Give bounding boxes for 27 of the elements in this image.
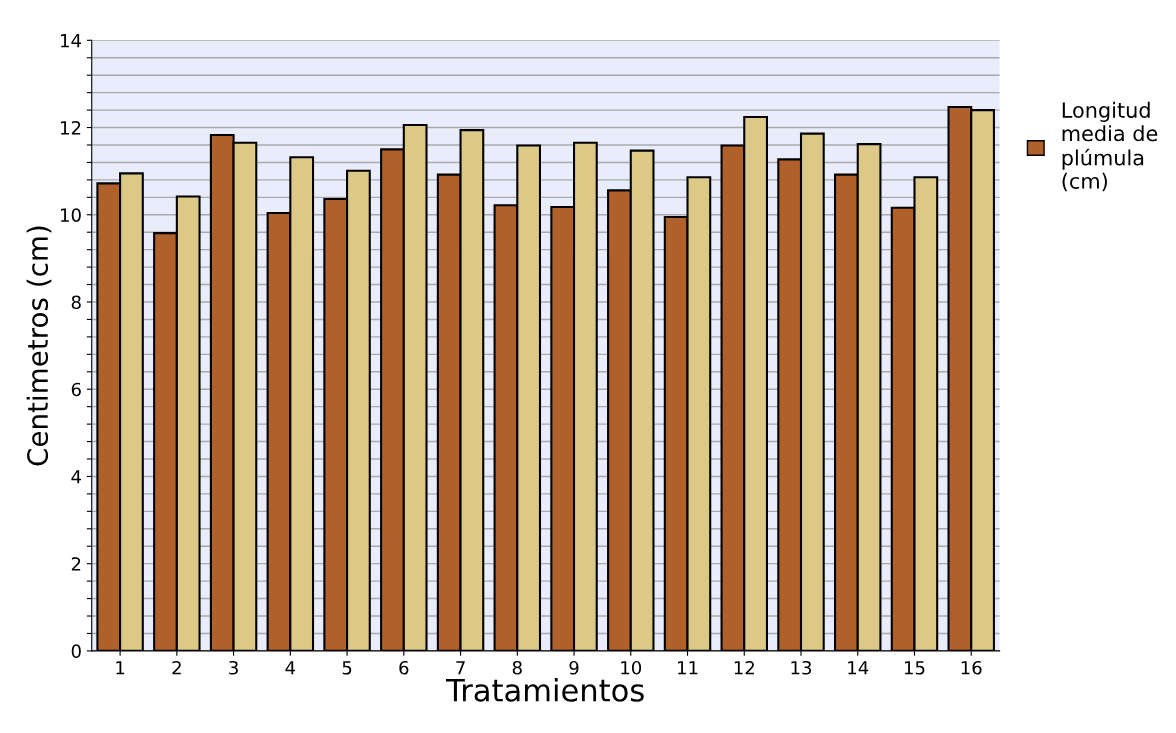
x-tick-label: 13 xyxy=(791,660,812,675)
y-tick-label: 14 xyxy=(61,34,81,48)
y-tick-label: 12 xyxy=(61,121,81,135)
y-tick-label: 10 xyxy=(61,208,81,222)
y-tick-label: 6 xyxy=(71,382,81,397)
x-tick-label: 6 xyxy=(399,660,409,675)
x-tick-label: 16 xyxy=(961,660,982,675)
legend-label: Longitud media de plúmula (cm) xyxy=(1062,101,1158,192)
x-tick-label: 12 xyxy=(734,660,754,675)
y-axis-title: Centimetros (cm) xyxy=(26,226,52,466)
x-tick-label: 8 xyxy=(512,660,522,675)
x-tick-label: 10 xyxy=(621,660,642,675)
x-tick-label: 9 xyxy=(569,660,579,675)
x-tick-label: 1 xyxy=(116,661,125,675)
x-tick-label: 2 xyxy=(172,660,181,675)
x-tick-label: 7 xyxy=(456,661,465,675)
x-tick-label: 14 xyxy=(848,661,869,675)
x-tick-label: 3 xyxy=(229,660,238,675)
x-tick-label: 5 xyxy=(342,661,352,675)
y-tick-label: 0 xyxy=(71,644,81,659)
x-tick-label: 11 xyxy=(678,661,698,675)
x-tick-label: 4 xyxy=(285,661,296,675)
y-tick-label: 8 xyxy=(71,295,81,310)
y-tick-label: 4 xyxy=(71,470,81,484)
y-tick-label: 2 xyxy=(71,557,81,571)
x-axis-title: Tratamientos xyxy=(446,678,644,702)
x-tick-label: 15 xyxy=(904,661,925,675)
